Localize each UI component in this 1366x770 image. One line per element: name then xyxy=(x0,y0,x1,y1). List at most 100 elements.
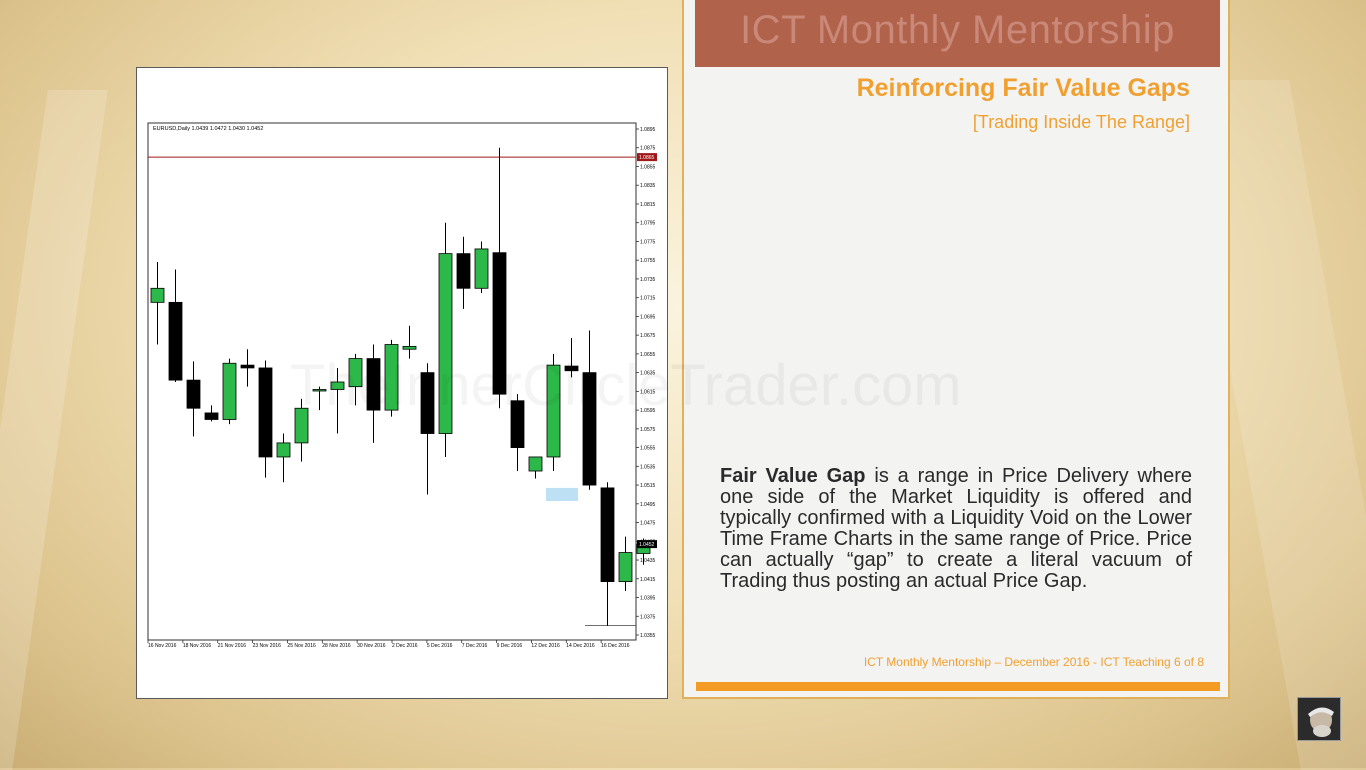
candle xyxy=(564,337,579,378)
candle xyxy=(222,358,237,425)
y-tick-label: 1.0795 xyxy=(640,221,656,227)
avatar-icon xyxy=(1298,698,1340,740)
x-tick-label: 9 Dec 2016 xyxy=(497,643,523,649)
x-tick-label: 12 Dec 2016 xyxy=(531,643,560,649)
candle xyxy=(276,433,291,483)
definition-paragraph: Fair Value Gap is a range in Price Deliv… xyxy=(720,466,1192,592)
x-tick-label: 16 Dec 2016 xyxy=(601,643,630,649)
x-tick-label: 5 Dec 2016 xyxy=(427,643,453,649)
y-tick-label: 1.0655 xyxy=(640,352,656,358)
y-tick-label: 1.0855 xyxy=(640,164,656,170)
candle xyxy=(546,353,561,472)
background-stripe xyxy=(0,90,108,770)
definition-text: is a range in Price Delivery where one s… xyxy=(720,465,1192,592)
slide-title: Reinforcing Fair Value Gaps xyxy=(856,74,1190,102)
y-tick-label: 1.0815 xyxy=(640,202,656,208)
candle-body xyxy=(492,252,507,395)
x-tick-label: 2 Dec 2016 xyxy=(392,643,418,649)
candle xyxy=(366,344,381,443)
y-tick-label: 1.0775 xyxy=(640,239,656,245)
y-tick-label: 1.0675 xyxy=(640,333,656,339)
x-tick-label: 7 Dec 2016 xyxy=(462,643,488,649)
resistance-price-tag: 1.0865 xyxy=(637,153,657,162)
candlestick-chart: EURUSD,Daily 1.0439 1.0472 1.0430 1.0452… xyxy=(147,122,657,649)
y-tick-label: 1.0595 xyxy=(640,408,656,414)
candle-body xyxy=(420,372,435,434)
price-tags: 1.0865 1.0452 xyxy=(637,153,657,549)
y-tick-label: 1.0635 xyxy=(640,371,656,377)
candle xyxy=(150,262,165,345)
y-tick-label: 1.0435 xyxy=(640,558,656,564)
x-tick-label: 28 Nov 2016 xyxy=(322,643,351,649)
candle-body xyxy=(582,372,597,486)
candle xyxy=(168,269,183,382)
candle xyxy=(348,353,363,406)
candle xyxy=(312,386,327,411)
slide-panel: ICT Monthly Mentorship Reinforcing Fair … xyxy=(682,0,1230,699)
y-tick-label: 1.0375 xyxy=(640,614,656,620)
price-tag-label: 1.0865 xyxy=(639,155,655,161)
candle-body xyxy=(366,358,381,411)
slide-footer: ICT Monthly Mentorship – December 2016 -… xyxy=(863,655,1204,669)
candle xyxy=(528,456,543,479)
y-tick-label: 1.0555 xyxy=(640,446,656,452)
candle xyxy=(618,536,633,591)
fvg-zone-group xyxy=(546,487,578,502)
candle-body xyxy=(438,253,453,434)
candle xyxy=(456,236,471,309)
candle-body xyxy=(258,367,273,458)
candle xyxy=(582,330,597,490)
y-tick-label: 1.0495 xyxy=(640,502,656,508)
y-tick-label: 1.0535 xyxy=(640,464,656,470)
y-tick-label: 1.0755 xyxy=(640,258,656,264)
candle-body xyxy=(168,301,183,381)
candle xyxy=(402,325,417,359)
candle-body xyxy=(222,362,237,420)
slide-header-text: ICT Monthly Mentorship xyxy=(740,8,1175,52)
candle-body xyxy=(312,389,327,392)
candle-body xyxy=(384,344,399,411)
y-tick-label: 1.0875 xyxy=(640,146,656,152)
candle-body xyxy=(294,407,309,444)
candle xyxy=(420,363,435,495)
candle xyxy=(258,360,273,478)
candle-body xyxy=(330,381,345,390)
candle-body xyxy=(348,358,363,388)
candle xyxy=(600,482,615,626)
x-tick-label: 21 Nov 2016 xyxy=(218,643,247,649)
candle-body xyxy=(600,487,615,582)
y-tick-label: 1.0395 xyxy=(640,596,656,602)
last-price-tag: 1.0452 xyxy=(637,540,657,549)
candle-body xyxy=(204,412,219,420)
candle xyxy=(474,241,489,293)
candles-group xyxy=(150,147,651,626)
x-tick-label: 14 Dec 2016 xyxy=(566,643,595,649)
candle xyxy=(510,394,525,472)
y-tick-label: 1.0575 xyxy=(640,427,656,433)
candle-body xyxy=(564,365,579,372)
footer-bar xyxy=(696,682,1220,691)
candle xyxy=(384,339,399,417)
candle xyxy=(186,361,201,437)
x-axis: 16 Nov 2016 18 Nov 2016 21 Nov 2016 23 Nov … xyxy=(147,640,630,649)
price-tag-label: 1.0452 xyxy=(639,542,655,548)
candle-body xyxy=(186,379,201,409)
definition-term: Fair Value Gap xyxy=(720,465,866,487)
x-tick-label: 30 Nov 2016 xyxy=(357,643,386,649)
x-tick-label: 25 Nov 2016 xyxy=(287,643,316,649)
candle-body xyxy=(456,253,471,289)
slide-header: ICT Monthly Mentorship xyxy=(695,0,1220,67)
y-tick-label: 1.0415 xyxy=(640,577,656,583)
candle-body xyxy=(276,442,291,458)
chart-panel: EURUSD,Daily 1.0439 1.0472 1.0430 1.0452… xyxy=(136,67,668,699)
y-tick-label: 1.0615 xyxy=(640,389,656,395)
x-tick-label: 18 Nov 2016 xyxy=(183,643,212,649)
price-tag-box xyxy=(637,540,657,549)
y-axis: 1.0895 1.0875 1.0855 1.0835 1.0815 1.0795 1.07… xyxy=(636,127,656,639)
slide-subtitle: [Trading Inside The Range] xyxy=(972,112,1190,132)
y-tick-label: 1.0695 xyxy=(640,314,656,320)
price-tag-box xyxy=(637,153,657,162)
y-tick-label: 1.0515 xyxy=(640,483,656,489)
chart-title: EURUSD,Daily 1.0439 1.0472 1.0430 1.0452 xyxy=(153,126,263,132)
y-tick-label: 1.0895 xyxy=(640,127,656,133)
